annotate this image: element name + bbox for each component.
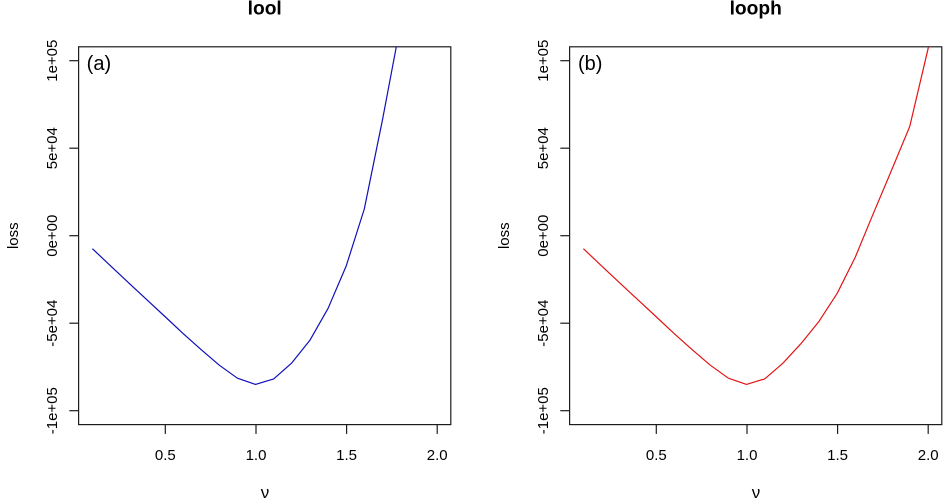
svg-text:(b): (b) — [578, 53, 602, 75]
svg-text:0.5: 0.5 — [155, 447, 176, 464]
svg-text:(a): (a) — [87, 53, 111, 75]
svg-text:5e+04: 5e+04 — [44, 127, 61, 169]
svg-text:loss: loss — [496, 222, 513, 249]
svg-text:loss: loss — [5, 222, 22, 249]
svg-text:-5e+04: -5e+04 — [535, 300, 552, 347]
svg-text:-5e+04: -5e+04 — [44, 300, 61, 347]
svg-text:1.5: 1.5 — [827, 447, 848, 464]
svg-text:2.0: 2.0 — [918, 447, 939, 464]
svg-text:0e+00: 0e+00 — [535, 215, 552, 257]
svg-text:-1e+05: -1e+05 — [535, 387, 552, 434]
svg-text:0e+00: 0e+00 — [44, 215, 61, 257]
svg-text:-1e+05: -1e+05 — [44, 387, 61, 434]
svg-text:1.5: 1.5 — [336, 447, 357, 464]
svg-text:ν: ν — [752, 483, 761, 502]
svg-text:2.0: 2.0 — [427, 447, 448, 464]
svg-text:lool: lool — [248, 0, 282, 19]
svg-text:looph: looph — [730, 0, 782, 19]
svg-text:1e+05: 1e+05 — [535, 40, 552, 82]
svg-text:0.5: 0.5 — [646, 447, 667, 464]
svg-text:5e+04: 5e+04 — [535, 127, 552, 169]
svg-text:ν: ν — [261, 483, 270, 502]
svg-text:1.0: 1.0 — [737, 447, 758, 464]
svg-text:1e+05: 1e+05 — [44, 40, 61, 82]
svg-text:1.0: 1.0 — [246, 447, 267, 464]
